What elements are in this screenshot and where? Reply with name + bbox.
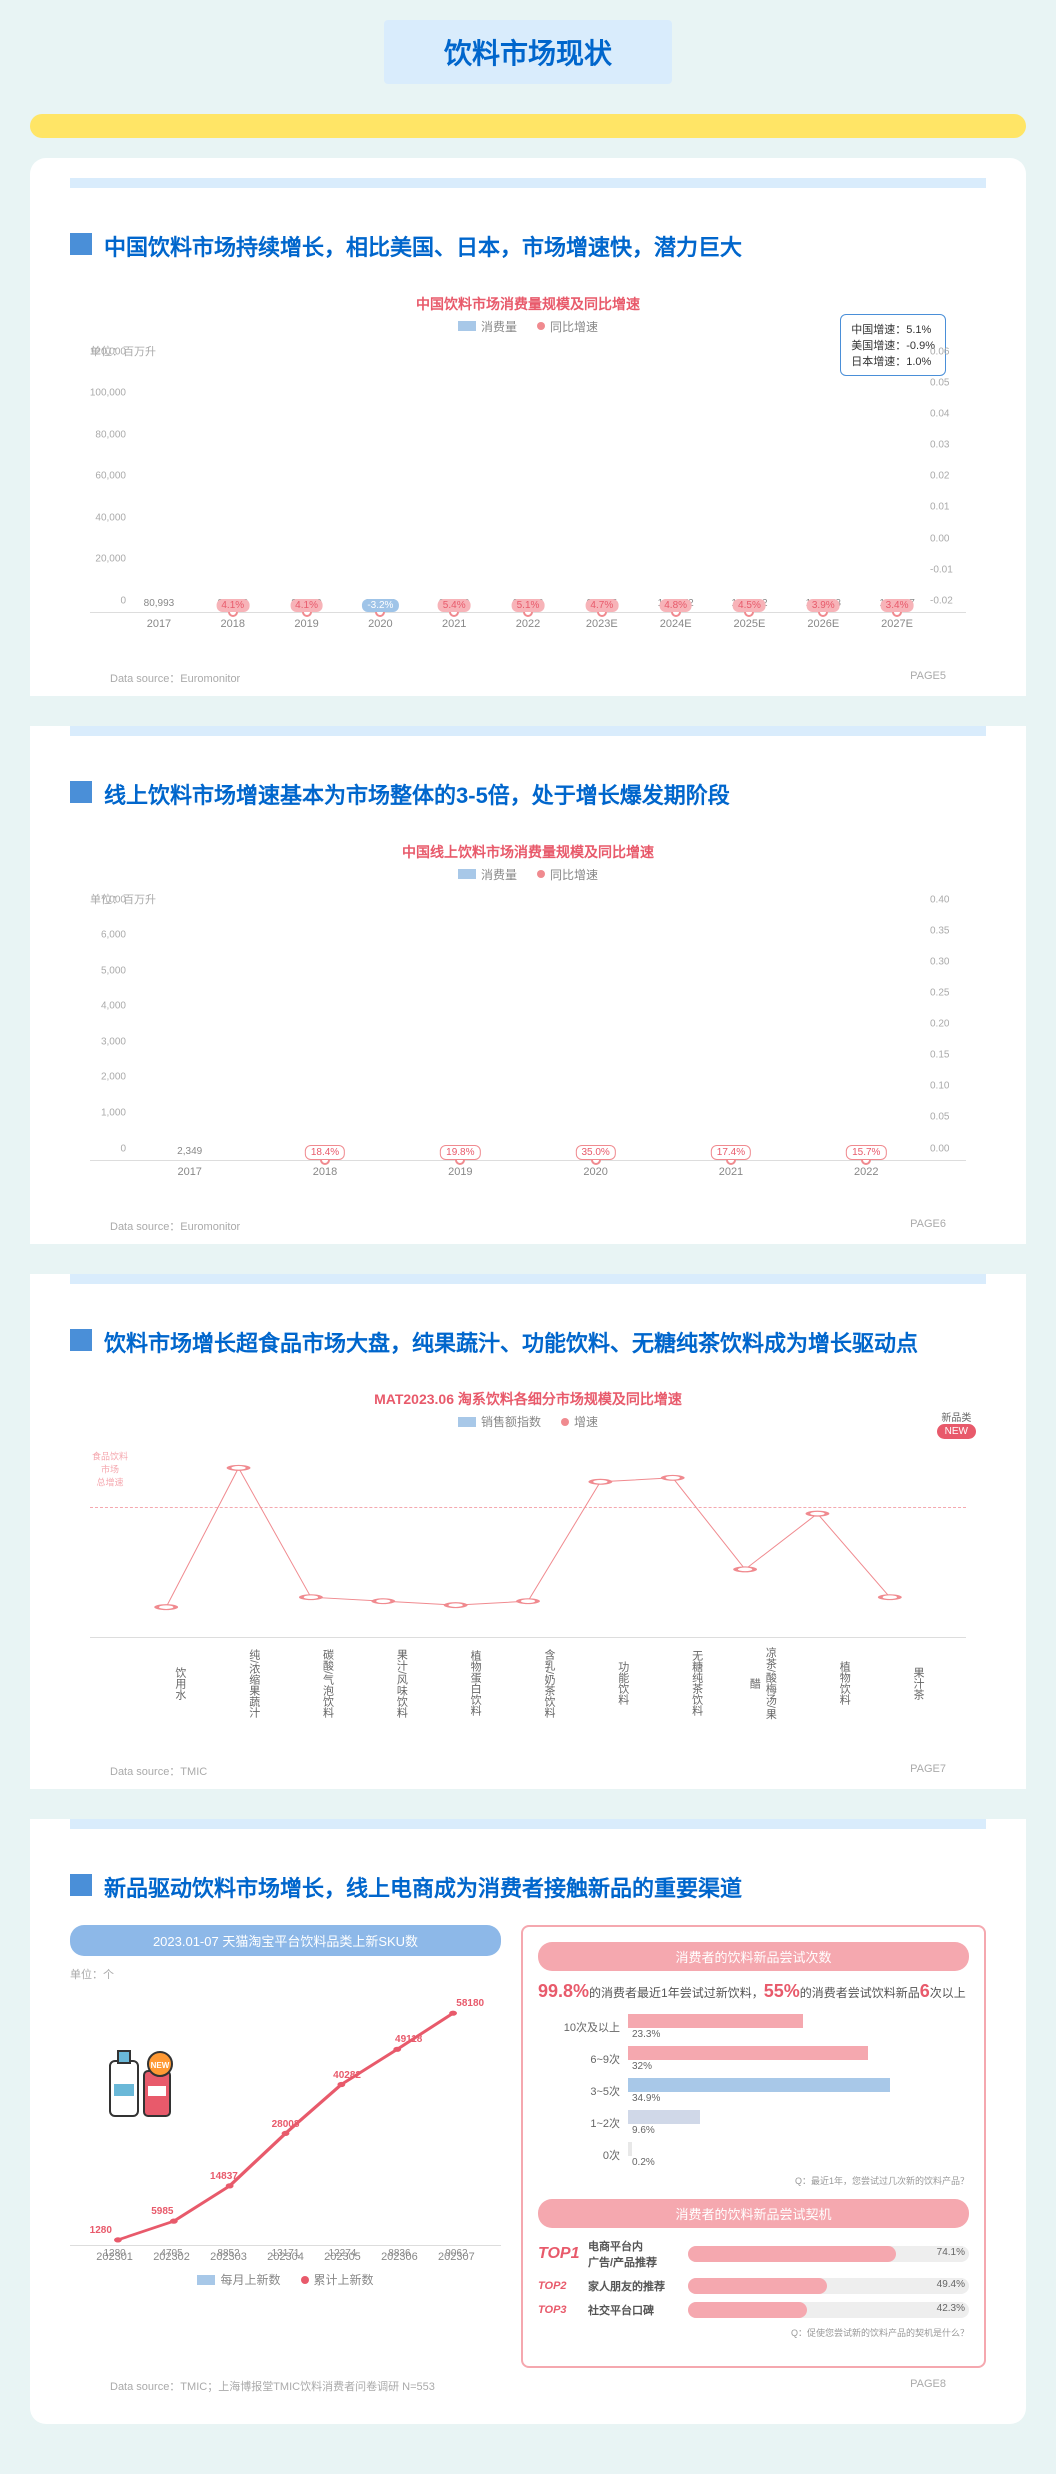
legend-bar-label: 消费量 [481,866,517,883]
legend-line-label: 增速 [574,1413,598,1430]
section-4-title: 新品驱动饮料市场增长，线上电商成为消费者接触新品的重要渠道 [104,1874,742,1905]
chart-2-xlabels: 201720182019202020212022 [90,1161,966,1178]
chart-2-unit: 单位：百万升 [90,891,966,907]
chart-1-plot: 020,00040,00060,00080,000100,000120,000 … [90,363,966,613]
chart-1-legend: 消费量 同比增速 [90,318,966,335]
section-title-row: 中国饮料市场持续增长，相比美国、日本，市场增速快，潜力巨大 [70,233,986,264]
legend-line-label: 同比增速 [550,318,598,335]
chart-3-plot: 食品饮料市场总增速 [90,1438,966,1638]
yellow-accent-bar [30,114,1026,138]
chart-3: MAT2023.06 淘系饮料各细分市场规模及同比增速 销售额指数 增速 新品类… [70,1379,986,1753]
title-marker-icon [70,781,92,803]
section-2-footer: Data source：Euromonitor PAGE6 [70,1208,986,1234]
source-text: Data source：Euromonitor [110,1218,240,1234]
page-number: PAGE6 [910,1218,946,1234]
page-number: PAGE5 [910,670,946,686]
section-divider [70,1274,986,1284]
section-4-columns: 2023.01-07 天猫淘宝平台饮料品类上新SKU数 单位：个 [70,1925,986,2368]
section-divider [70,726,986,736]
new-pill: NEW [937,1424,976,1439]
right-box1-title: 消费者的饮料新品尝试次数 [538,1942,969,1971]
section-3-title: 饮料市场增长超食品市场大盘，纯果蔬汁、功能饮料、无糖纯茶饮料成为增长驱动点 [104,1329,918,1360]
title-marker-icon [70,1874,92,1896]
left-unit: 单位：个 [70,1966,501,1982]
main-title: 饮料市场现状 [384,20,672,84]
legend-bar-icon [458,1417,476,1427]
legend-dot-icon [537,322,545,330]
chart-2-yaxis-right: 0.000.050.100.150.200.250.300.350.40 [926,911,966,1160]
chart-1-yaxis-right: -0.02-0.010.000.010.020.030.040.050.06 [926,363,966,612]
chart-2: 中国线上饮料市场消费量规模及同比增速 消费量 同比增速 单位：百万升 01,00… [70,832,986,1208]
content-area: 中国饮料市场持续增长，相比美国、日本，市场增速快，潜力巨大 中国饮料市场消费量规… [30,158,1026,2424]
legend-bar-label: 销售额指数 [481,1413,541,1430]
title-marker-icon [70,233,92,255]
chart-1-title: 中国饮料市场消费量规模及同比增速 [90,294,966,314]
page-container: 饮料市场现状 中国饮料市场持续增长，相比美国、日本，市场增速快，潜力巨大 中国饮… [0,20,1056,2424]
legend-bar-label: 消费量 [481,318,517,335]
source-text: Data source：Euromonitor [110,670,240,686]
stat-pct-2: 55% [764,1981,800,2001]
section-4-footer: Data source：TMIC；上海博报堂TMIC饮料消费者问卷调研 N=55… [70,2368,986,2394]
question-1: Q：最近1年，您尝试过几次新的饮料产品？ [538,2174,969,2187]
legend-bar-label: 每月上新数 [220,2271,280,2288]
chart-3-legend: 销售额指数 增速 [90,1413,966,1430]
chart-2-legend: 消费量 同比增速 [90,866,966,883]
chart-2-yaxis: 01,0002,0003,0004,0005,0006,0007,000 [90,911,130,1160]
stat-sentence: 99.8%的消费者最近1年尝试过新饮料，55%的消费者尝试饮料新品6次以上 [538,1981,969,2002]
chart-3-xlabels: 饮用水纯/浓缩果蔬汁碳酸/气泡饮料果汁/风味饮料植物蛋白饮料含乳/奶茶饮料功能饮… [90,1638,966,1723]
top-reasons: TOP1电商平台内广告/产品推荐74.1%TOP2家人朋友的推荐49.4%TOP… [538,2238,969,2318]
section-1-title: 中国饮料市场持续增长，相比美国、日本，市场增速快，潜力巨大 [104,233,742,264]
main-title-wrap: 饮料市场现状 [0,20,1056,84]
section-4-left: 2023.01-07 天猫淘宝平台饮料品类上新SKU数 单位：个 [70,1925,501,2368]
section-2-title: 线上饮料市场增速基本为市场整体的3-5倍，处于增长爆发期阶段 [104,781,730,812]
chart-4-left-legend: 每月上新数 累计上新数 [70,2271,501,2288]
chart-1: 中国饮料市场消费量规模及同比增速 消费量 同比增速 单位：百万升 中国增速：5.… [70,284,986,660]
chart-1-unit: 单位：百万升 [90,343,966,359]
section-3-footer: Data source：TMIC PAGE7 [70,1753,986,1779]
stat-n: 6 [920,1981,930,2001]
chart-1-yaxis: 020,00040,00060,00080,000100,000120,000 [90,363,130,612]
source-text: Data source：TMIC；上海博报堂TMIC饮料消费者问卷调研 N=55… [110,2378,435,2394]
chart-3-title: MAT2023.06 淘系饮料各细分市场规模及同比增速 [90,1389,966,1409]
legend-line-label: 累计上新数 [314,2271,374,2288]
legend-dot-icon [301,2276,309,2284]
chart-3-dash-label: 食品饮料市场总增速 [90,1450,130,1489]
page-number: PAGE8 [910,2378,946,2394]
legend-bar-icon [458,321,476,331]
new-label: 新品类 [937,1409,976,1424]
title-marker-icon [70,1329,92,1351]
section-1-footer: Data source：Euromonitor PAGE5 [70,660,986,686]
chart-4-left-plot: NEW 128047058852131711227488369062128059… [70,1986,501,2246]
legend-dot-icon [561,1418,569,1426]
section-3: 饮料市场增长超食品市场大盘，纯果蔬汁、功能饮料、无糖纯茶饮料成为增长驱动点 MA… [30,1309,1026,1790]
source-text: Data source：TMIC [110,1763,207,1779]
section-4: 新品驱动饮料市场增长，线上电商成为消费者接触新品的重要渠道 2023.01-07… [30,1854,1026,2404]
section-1: 中国饮料市场持续增长，相比美国、日本，市场增速快，潜力巨大 中国饮料市场消费量规… [30,213,1026,696]
legend-bar-icon [197,2275,215,2285]
legend-bar-icon [458,869,476,879]
section-divider [70,1819,986,1829]
page-number: PAGE7 [910,1763,946,1779]
stat-pct-1: 99.8% [538,1981,589,2001]
chart-2-plot: 01,0002,0003,0004,0005,0006,0007,000 0.0… [90,911,966,1161]
right-box2-title: 消费者的饮料新品尝试契机 [538,2199,969,2228]
question-2: Q：促使您尝试新的饮料产品的契机是什么？ [538,2326,969,2339]
section-2: 线上饮料市场增速基本为市场整体的3-5倍，处于增长爆发期阶段 中国线上饮料市场消… [30,761,1026,1244]
chart-2-title: 中国线上饮料市场消费量规模及同比增速 [90,842,966,862]
new-category-badge: 新品类 NEW [937,1409,976,1439]
section-divider [70,178,986,188]
legend-dot-icon [537,870,545,878]
legend-line-label: 同比增速 [550,866,598,883]
section-4-right: 消费者的饮料新品尝试次数 99.8%的消费者最近1年尝试过新饮料，55%的消费者… [521,1925,986,2368]
frequency-bars: 10次及以上23.3%6~9次32%3~5次34.9%1~2次9.6%0次0.2… [538,2014,969,2168]
left-subtitle: 2023.01-07 天猫淘宝平台饮料品类上新SKU数 [70,1925,501,1956]
